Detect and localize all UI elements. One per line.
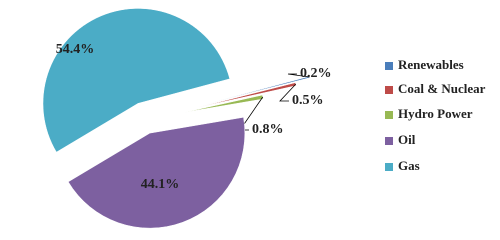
legend-label: Hydro Power [398,106,473,121]
pie-slice [184,94,264,113]
legend-swatch [385,62,393,70]
data-label: 44.1% [141,177,180,192]
leader-line [287,73,310,78]
legend-swatch [385,86,393,94]
data-label: 0.5% [292,93,324,108]
data-label: 0.2% [300,66,332,81]
pie-slice [198,82,297,108]
legend-label: Coal & Nuclear [398,81,486,96]
legend-swatch [385,137,393,145]
legend-label: Renewables [398,57,464,72]
pie-slice [42,8,231,153]
legend-swatch [385,163,393,171]
pie-slice [67,117,246,229]
legend-label: Gas [398,158,420,173]
data-label: 0.8% [252,122,284,137]
legend-label: Oil [398,132,416,147]
legend-swatch [385,111,393,119]
leader-line [279,83,297,102]
data-label: 54.4% [56,42,95,57]
